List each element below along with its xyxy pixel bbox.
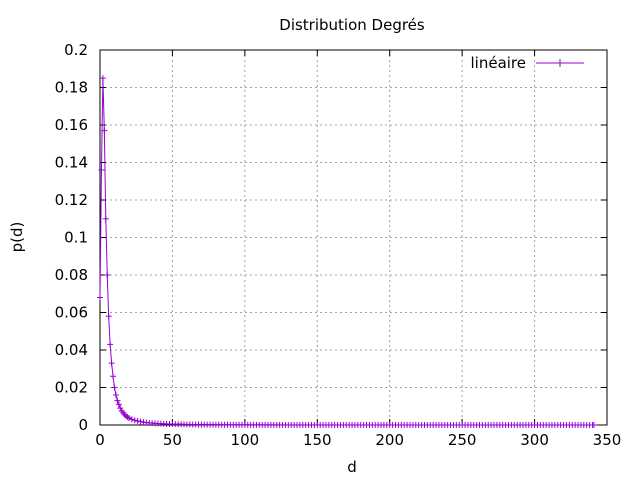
data-point-marker (108, 360, 115, 367)
chart-title: Distribution Degrés (279, 16, 425, 34)
x-tick-label: 150 (303, 431, 332, 449)
data-point-marker (115, 401, 122, 408)
x-tick-label: 100 (231, 431, 260, 449)
y-tick-label: 0.18 (55, 79, 88, 97)
data-point-marker (110, 373, 117, 380)
x-tick-label: 350 (593, 431, 622, 449)
data-point-marker (590, 422, 597, 428)
data-point-marker (131, 417, 138, 424)
y-tick-label: 0.08 (55, 266, 88, 284)
series-line (99, 78, 594, 426)
legend: linéaire (471, 54, 584, 72)
data-point-marker (107, 341, 114, 348)
y-tick-label: 0.12 (55, 191, 88, 209)
x-tick-label: 300 (520, 431, 549, 449)
data-point-marker (112, 392, 119, 398)
data-point-marker (114, 397, 121, 404)
data-point-marker (134, 418, 141, 425)
data-point-marker (125, 415, 132, 422)
x-tick-label: 0 (95, 431, 105, 449)
data-point-marker (117, 405, 124, 412)
y-tick-label: 0.2 (64, 41, 88, 59)
x-axis-ticks: 0 50 100 150 200 250 300 350 (95, 50, 621, 449)
legend-swatch (536, 59, 584, 67)
x-axis-label: d (347, 458, 357, 476)
data-point-marker (98, 167, 105, 173)
data-point-marker (105, 313, 112, 320)
y-tick-label: 0.14 (55, 154, 88, 172)
data-point-marker (101, 127, 108, 134)
y-tick-label: 0.16 (55, 116, 88, 134)
x-tick-label: 250 (448, 431, 477, 449)
data-point-marker (111, 384, 118, 391)
data-point-marker (97, 294, 103, 301)
data-point-marker (104, 272, 111, 278)
data-point-marker (128, 416, 135, 423)
data-point-marker (137, 418, 144, 425)
y-tick-label: 0.06 (55, 304, 88, 322)
data-point-marker (124, 414, 131, 421)
legend-label: linéaire (471, 54, 527, 72)
y-axis-label: p(d) (8, 222, 26, 253)
y-tick-label: 0.1 (64, 229, 88, 247)
y-tick-label: 0.02 (55, 379, 88, 397)
series-layer (97, 75, 597, 428)
y-tick-label: 0.04 (55, 341, 88, 359)
x-tick-label: 200 (375, 431, 404, 449)
grid (100, 50, 607, 425)
y-tick-label: 0 (78, 416, 88, 434)
data-point-marker (99, 75, 106, 82)
x-tick-label: 50 (163, 431, 182, 449)
data-point-marker (102, 215, 109, 222)
